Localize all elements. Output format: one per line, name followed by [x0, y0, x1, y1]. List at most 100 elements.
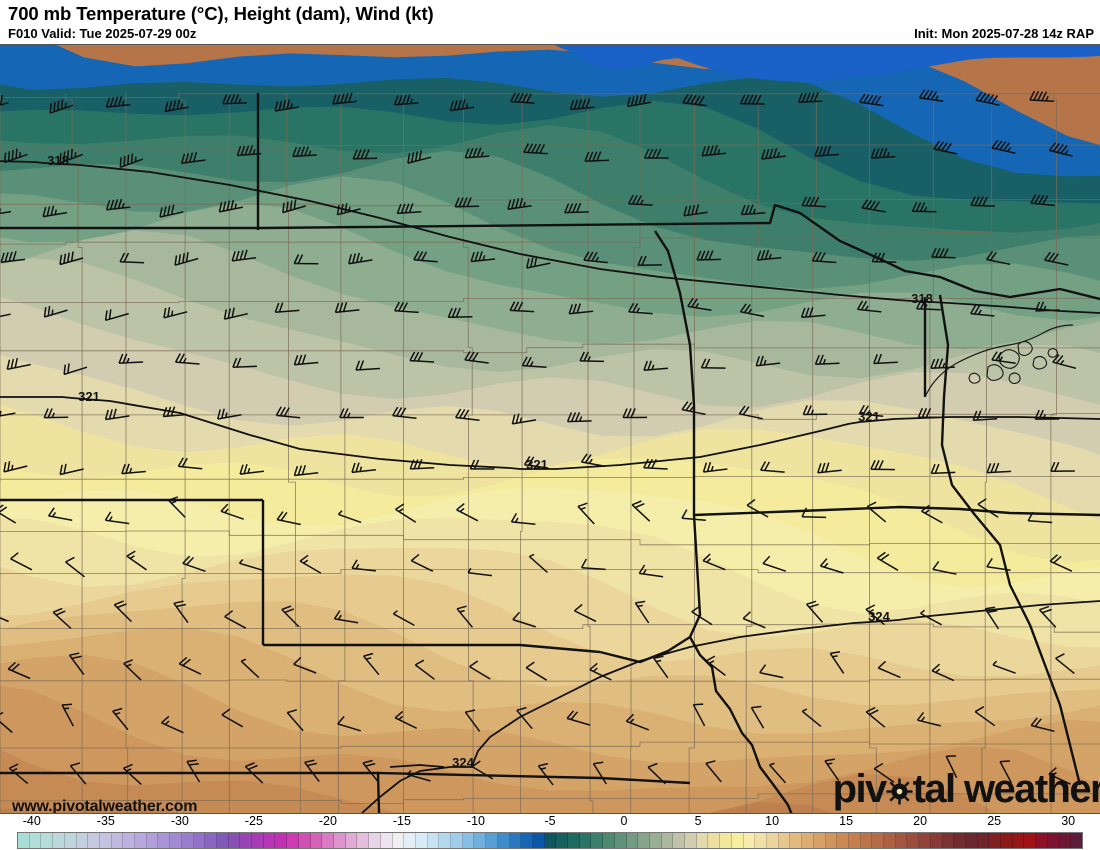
wind-barb — [683, 204, 708, 217]
barb-full — [4, 252, 9, 263]
barb-staff — [186, 761, 201, 783]
barb-full — [235, 250, 240, 261]
barb-full — [70, 762, 81, 767]
barb-full — [1055, 653, 1065, 659]
barb-staff — [740, 311, 765, 318]
barb-full — [117, 96, 123, 107]
colorbar-swatch — [369, 833, 381, 848]
barb-half — [224, 508, 229, 514]
barb-staff — [974, 711, 996, 727]
colorbar-swatch — [111, 833, 124, 848]
barb-full — [509, 301, 516, 311]
wind-barb — [634, 600, 650, 624]
wind-barb — [161, 715, 184, 734]
barb-full — [797, 92, 803, 103]
barb-full — [681, 509, 688, 519]
lake-outline — [998, 349, 1020, 369]
barb-staff — [977, 503, 999, 518]
wind-barb — [814, 145, 840, 157]
map-canvas[interactable]: 318 318 321 321 321 324 324 www.pivotalweather… — [0, 44, 1100, 814]
wind-barb — [332, 92, 357, 105]
barb-staff — [123, 662, 142, 681]
wind-barb — [232, 357, 257, 368]
barb-full — [643, 148, 650, 159]
wind-barb — [163, 306, 188, 319]
barb-full — [515, 413, 520, 424]
barb-full — [59, 254, 63, 265]
barb-staff — [395, 508, 417, 523]
wind-barb — [180, 151, 206, 165]
county-line — [981, 93, 993, 813]
wind-barb — [336, 202, 361, 216]
barb-full — [922, 89, 930, 99]
barb-full — [469, 660, 479, 668]
wind-barb — [455, 408, 480, 421]
height-contour-324 — [361, 600, 1100, 813]
colorbar-swatch — [708, 833, 721, 848]
wind-barb — [286, 709, 304, 732]
barb-full — [167, 205, 171, 216]
barb-half — [398, 508, 404, 513]
barb-staff — [68, 654, 85, 675]
wind-barb — [126, 550, 147, 571]
wind-barb — [224, 610, 247, 629]
wind-barb — [69, 762, 87, 785]
barb-full — [332, 94, 337, 105]
barb-full — [337, 715, 345, 725]
barb-full — [865, 604, 876, 611]
wind-barb — [523, 456, 549, 469]
barb-full — [986, 557, 993, 568]
barb-full — [583, 251, 590, 261]
barb-full — [525, 93, 532, 103]
barb-full — [1033, 91, 1040, 101]
state-boundaries-layer — [0, 93, 1100, 813]
barb-full — [871, 252, 878, 262]
barb-full — [934, 463, 940, 474]
wind-barb — [164, 99, 190, 113]
barb-full — [573, 99, 579, 110]
barb-half — [810, 409, 814, 415]
barb-full — [515, 198, 520, 209]
wind-barb — [407, 150, 432, 164]
colorbar-swatch — [392, 833, 405, 848]
barb-full — [940, 142, 948, 152]
barb-full — [306, 762, 317, 767]
barb-half — [114, 712, 121, 715]
barb-full — [813, 196, 820, 207]
barb-full — [519, 197, 524, 208]
valid-time-text: F010 Valid: Tue 2025-07-29 00z — [8, 26, 197, 41]
wind-barb — [931, 663, 955, 682]
wind-barb — [580, 558, 606, 571]
barb-full — [293, 199, 297, 210]
barb-half — [642, 569, 647, 575]
barb-half — [864, 305, 869, 311]
colorbar-swatch — [884, 833, 896, 848]
barb-half — [1043, 305, 1047, 311]
colorbar-swatches[interactable] — [17, 832, 1083, 849]
barb-half — [886, 152, 890, 158]
height-contour-label: 318 — [911, 291, 933, 306]
barb-full — [917, 407, 924, 418]
barb-full — [915, 202, 922, 212]
wind-barb — [755, 355, 781, 367]
barb-full — [7, 461, 11, 472]
barb-full — [409, 351, 416, 361]
wind-barb — [801, 196, 827, 208]
barb-full — [118, 353, 124, 364]
height-contours-layer — [0, 160, 1100, 813]
wind-barb — [471, 760, 494, 780]
barb-full — [395, 503, 405, 511]
barb-full — [476, 147, 482, 158]
colorbar-tick-labels: -40 -35 -30 -25 -20 -15 -10 -5 0 5 10 15 20 25 30 — [0, 814, 1100, 832]
barb-full — [159, 207, 163, 218]
barb-full — [161, 715, 170, 724]
barb-full — [222, 94, 228, 105]
barb-staff — [991, 147, 1016, 154]
barb-full — [186, 556, 194, 566]
barb-staff — [338, 513, 362, 524]
county-line — [869, 93, 877, 813]
barb-full — [62, 703, 73, 706]
barb-full — [869, 200, 876, 210]
barb-full — [705, 655, 716, 662]
wind-barb — [396, 203, 422, 215]
